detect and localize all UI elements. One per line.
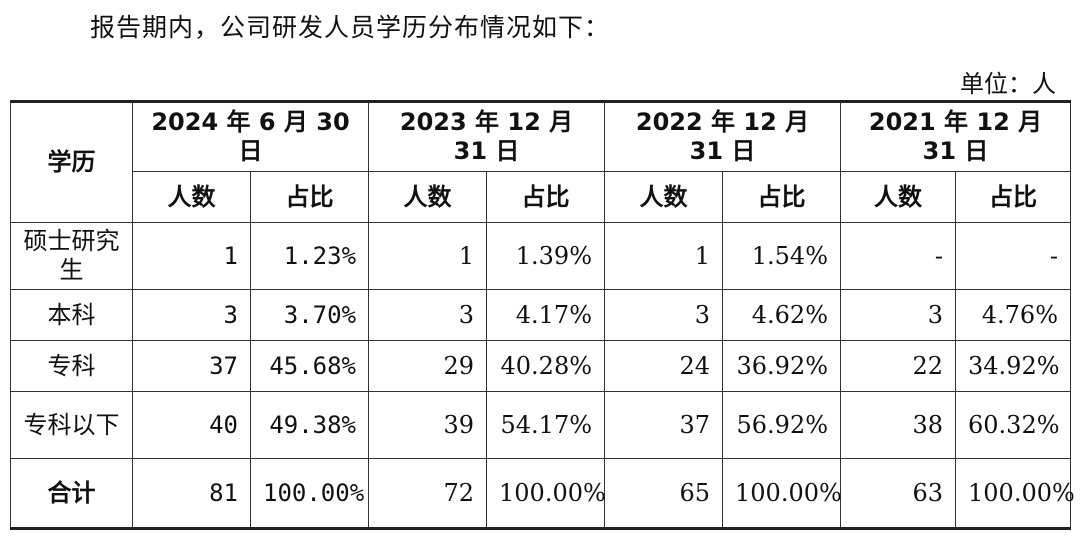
cell-2022-ratio: 100.00% [722, 458, 842, 529]
cell-2023-ratio: 4.17% [486, 289, 606, 341]
cell-2023-ratio: 100.00% [486, 458, 606, 529]
cell-2021-count: 38 [840, 391, 957, 459]
subheader-count: 人数 [368, 171, 488, 223]
cell-2024-ratio: 1.23% [249, 222, 370, 290]
subheader-ratio: 占比 [955, 171, 1072, 223]
cell-2022-count: 37 [604, 391, 724, 459]
subheader-ratio: 占比 [486, 171, 606, 223]
header-period-2021-12-31: 2021 年 12 月 31 日 [840, 101, 1072, 172]
cell-2022-ratio: 56.92% [722, 391, 842, 459]
row-label: 专科 [10, 340, 133, 392]
intro-text: 报告期内，公司研发人员学历分布情况如下： [90, 13, 611, 42]
cell-2021-ratio: 60.32% [955, 391, 1072, 459]
table-row: 专科 37 45.68% 29 40.28% 24 36.92% 22 34.9… [10, 340, 1072, 392]
cell-2023-ratio: 54.17% [486, 391, 606, 459]
cell-2023-count: 39 [368, 391, 488, 459]
table-row: 本科 3 3.70% 3 4.17% 3 4.62% 3 4.76% [10, 289, 1072, 341]
cell-2021-ratio: 100.00% [955, 458, 1075, 529]
table-row: 硕士研究生 1 1.23% 1 1.39% 1 1.54% - - [10, 222, 1072, 290]
cell-2021-count: 3 [840, 289, 957, 341]
table-row-total: 合计 81 100.00% 72 100.00% 65 100.00% 63 1… [10, 458, 1075, 529]
education-distribution-table: 学历 2024 年 6 月 30 日 2023 年 12 月 31 日 2022… [10, 100, 1075, 530]
subheader-ratio: 占比 [722, 171, 842, 223]
cell-2023-count: 3 [368, 289, 488, 341]
unit-label: 单位：人 [960, 70, 1056, 98]
cell-2024-ratio: 45.68% [249, 340, 370, 392]
cell-2024-count: 1 [132, 222, 251, 290]
cell-2023-count: 1 [368, 222, 488, 290]
row-label: 硕士研究生 [10, 222, 133, 290]
header-period-2022-12-31: 2022 年 12 月 31 日 [604, 101, 842, 172]
cell-2023-ratio: 1.39% [486, 222, 606, 290]
row-label: 专科以下 [10, 391, 133, 459]
header-period-2023-12-31: 2023 年 12 月 31 日 [368, 101, 606, 172]
table-subheader-row: 人数 占比 人数 占比 人数 占比 人数 占比 [11, 171, 1072, 223]
cell-2022-ratio: 4.62% [722, 289, 842, 341]
cell-2021-count: 63 [840, 458, 957, 529]
subheader-count: 人数 [132, 171, 251, 223]
cell-2021-ratio: 4.76% [955, 289, 1072, 341]
cell-2022-count: 24 [604, 340, 724, 392]
cell-2021-ratio: 34.92% [955, 340, 1072, 392]
cell-2022-count: 1 [604, 222, 724, 290]
cell-2021-count: 22 [840, 340, 957, 392]
cell-2023-count: 72 [368, 458, 488, 529]
cell-2022-count: 3 [604, 289, 724, 341]
cell-2021-count: - [840, 222, 957, 290]
cell-2022-ratio: 1.54% [722, 222, 842, 290]
header-education: 学历 [10, 101, 133, 223]
cell-2024-count: 81 [132, 458, 251, 529]
cell-2024-count: 3 [132, 289, 251, 341]
cell-2023-count: 29 [368, 340, 488, 392]
table-header-row: 学历 2024 年 6 月 30 日 2023 年 12 月 31 日 2022… [10, 101, 1072, 223]
cell-2021-ratio: - [955, 222, 1072, 290]
row-label: 本科 [10, 289, 133, 341]
cell-2024-count: 40 [132, 391, 251, 459]
cell-2023-ratio: 40.28% [486, 340, 606, 392]
header-period-2024-06-30: 2024 年 6 月 30 日 [131, 101, 370, 172]
subheader-count: 人数 [840, 171, 957, 223]
cell-2024-count: 37 [132, 340, 251, 392]
subheader-ratio: 占比 [249, 171, 370, 223]
cell-2024-ratio: 3.70% [249, 289, 370, 341]
cell-2022-ratio: 36.92% [722, 340, 842, 392]
subheader-count: 人数 [604, 171, 724, 223]
row-label-total: 合计 [10, 458, 133, 529]
cell-2024-ratio: 49.38% [249, 391, 370, 459]
cell-2024-ratio: 100.00% [249, 458, 370, 529]
table-row: 专科以下 40 49.38% 39 54.17% 37 56.92% 38 60… [10, 391, 1072, 459]
cell-2022-count: 65 [604, 458, 724, 529]
